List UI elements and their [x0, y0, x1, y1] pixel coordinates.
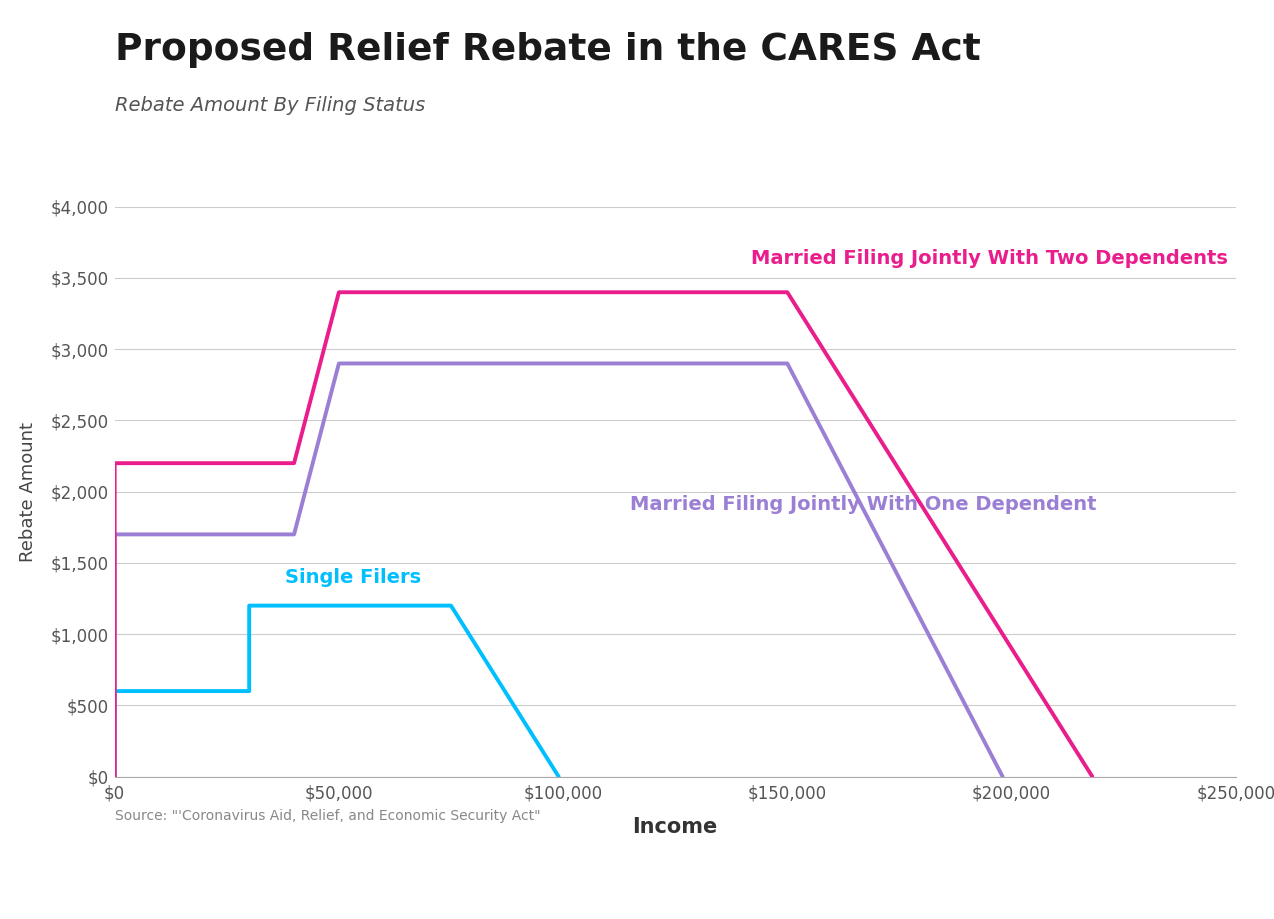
Text: Married Filing Jointly With Two Dependents: Married Filing Jointly With Two Dependen…: [750, 249, 1228, 268]
Text: Proposed Relief Rebate in the CARES Act: Proposed Relief Rebate in the CARES Act: [115, 32, 981, 68]
Text: Rebate Amount By Filing Status: Rebate Amount By Filing Status: [115, 96, 426, 116]
Text: Single Filers: Single Filers: [285, 568, 422, 587]
Text: @TaxFoundation: @TaxFoundation: [1094, 875, 1255, 894]
Y-axis label: Rebate Amount: Rebate Amount: [19, 422, 37, 562]
Text: Source: "'Coronavirus Aid, Relief, and Economic Security Act": Source: "'Coronavirus Aid, Relief, and E…: [115, 809, 540, 823]
Text: TAX FOUNDATION: TAX FOUNDATION: [19, 875, 240, 894]
X-axis label: Income: Income: [633, 817, 717, 837]
Text: Married Filing Jointly With One Dependent: Married Filing Jointly With One Dependen…: [631, 495, 1097, 515]
